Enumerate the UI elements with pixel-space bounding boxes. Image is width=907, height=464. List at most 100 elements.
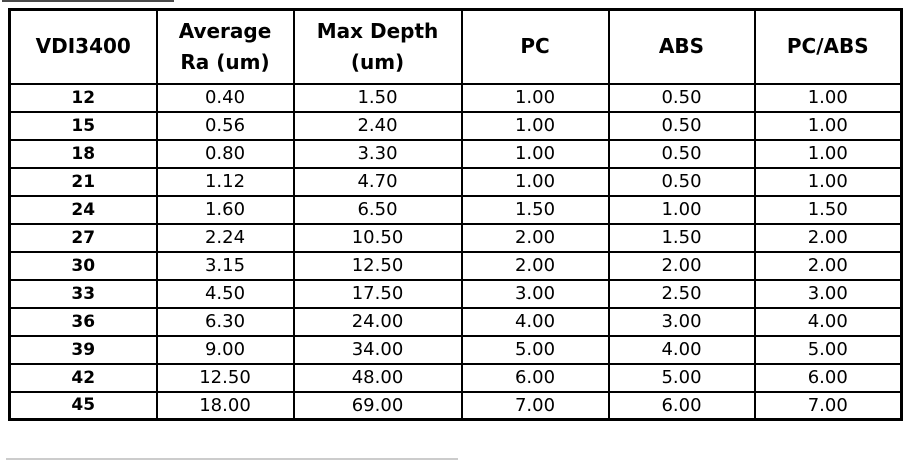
row-header-cell: 24	[8, 194, 158, 225]
header-cell-max-depth: Max Depth (um)	[292, 8, 463, 85]
table-cell: 2.00	[607, 250, 756, 281]
table-cell: 24.00	[292, 306, 463, 337]
table-cell: 3.30	[292, 138, 463, 169]
table-cell: 3.00	[460, 278, 610, 309]
table-cell: 4.00	[607, 334, 756, 365]
table-cell: 1.00	[460, 166, 610, 197]
table-cell: 4.70	[292, 166, 463, 197]
table-cell: 0.50	[607, 82, 756, 113]
table-header: VDI3400 Average Ra (um) Max Depth (um) P…	[8, 8, 903, 85]
table-cell: 1.00	[460, 138, 610, 169]
header-cell-average-ra: Average Ra (um)	[155, 8, 295, 85]
header-cell-abs: ABS	[607, 8, 756, 85]
table-cell: 7.00	[753, 390, 903, 421]
table-cell: 4.50	[155, 278, 295, 309]
table-cell: 2.00	[460, 250, 610, 281]
table-cell: 1.00	[607, 194, 756, 225]
table-cell: 1.50	[460, 194, 610, 225]
crop-artifact-line-bottom	[6, 458, 458, 460]
row-header-cell: 21	[8, 166, 158, 197]
table-cell: 1.50	[753, 194, 903, 225]
header-line: Ra (um)	[180, 49, 270, 74]
row-header-cell: 18	[8, 138, 158, 169]
table-cell: 18.00	[155, 390, 295, 421]
table-cell: 1.00	[753, 166, 903, 197]
table-cell: 0.50	[607, 166, 756, 197]
table-cell: 1.00	[460, 82, 610, 113]
table-cell: 6.50	[292, 194, 463, 225]
table-row: 42 12.50 48.00 6.00 5.00 6.00	[8, 362, 903, 393]
header-cell-pc: PC	[460, 8, 610, 85]
table-row: 33 4.50 17.50 3.00 2.50 3.00	[8, 278, 903, 309]
row-header-cell: 45	[8, 390, 158, 421]
table-cell: 3.15	[155, 250, 295, 281]
table-cell: 7.00	[460, 390, 610, 421]
table-cell: 0.80	[155, 138, 295, 169]
table-row: 15 0.56 2.40 1.00 0.50 1.00	[8, 110, 903, 141]
table-row: 21 1.12 4.70 1.00 0.50 1.00	[8, 166, 903, 197]
header-row: VDI3400 Average Ra (um) Max Depth (um) P…	[8, 8, 903, 85]
row-header-cell: 27	[8, 222, 158, 253]
row-header-cell: 15	[8, 110, 158, 141]
table-cell: 69.00	[292, 390, 463, 421]
crop-artifact-line-top	[2, 0, 174, 2]
table-cell: 1.00	[753, 138, 903, 169]
table-cell: 6.00	[460, 362, 610, 393]
table-cell: 10.50	[292, 222, 463, 253]
table-cell: 6.30	[155, 306, 295, 337]
table-cell: 0.56	[155, 110, 295, 141]
table-cell: 4.00	[460, 306, 610, 337]
table-cell: 0.50	[607, 138, 756, 169]
row-header-cell: 39	[8, 334, 158, 365]
table-row: 18 0.80 3.30 1.00 0.50 1.00	[8, 138, 903, 169]
header-cell-vdi3400: VDI3400	[8, 8, 158, 85]
table-cell: 48.00	[292, 362, 463, 393]
header-line: Average	[178, 18, 272, 43]
table-cell: 2.00	[753, 250, 903, 281]
row-header-cell: 30	[8, 250, 158, 281]
table-cell: 2.24	[155, 222, 295, 253]
table-cell: 0.40	[155, 82, 295, 113]
table-cell: 12.50	[292, 250, 463, 281]
row-header-cell: 42	[8, 362, 158, 393]
table-cell: 2.40	[292, 110, 463, 141]
table-cell: 6.00	[607, 390, 756, 421]
table-row: 30 3.15 12.50 2.00 2.00 2.00	[8, 250, 903, 281]
table-cell: 12.50	[155, 362, 295, 393]
table-cell: 1.50	[607, 222, 756, 253]
row-header-cell: 33	[8, 278, 158, 309]
table-cell: 17.50	[292, 278, 463, 309]
table-cell: 1.00	[753, 82, 903, 113]
table-cell: 1.50	[292, 82, 463, 113]
table-cell: 2.00	[753, 222, 903, 253]
row-header-cell: 12	[8, 82, 158, 113]
table-row: 39 9.00 34.00 5.00 4.00 5.00	[8, 334, 903, 365]
table-row: 36 6.30 24.00 4.00 3.00 4.00	[8, 306, 903, 337]
table-cell: 3.00	[607, 306, 756, 337]
table-cell: 3.00	[753, 278, 903, 309]
table-cell: 1.12	[155, 166, 295, 197]
table-row: 12 0.40 1.50 1.00 0.50 1.00	[8, 82, 903, 113]
header-line: Max Depth	[316, 18, 439, 43]
header-cell-pc-abs: PC/ABS	[753, 8, 903, 85]
table-body: 12 0.40 1.50 1.00 0.50 1.00 15 0.56 2.40 1.00 0.50…	[8, 82, 903, 421]
table-cell: 34.00	[292, 334, 463, 365]
table-cell: 1.60	[155, 194, 295, 225]
table-row: 45 18.00 69.00 7.00 6.00 7.00	[8, 390, 903, 421]
table-cell: 1.00	[753, 110, 903, 141]
table-cell: 4.00	[753, 306, 903, 337]
vdi3400-surface-roughness-table: VDI3400 Average Ra (um) Max Depth (um) P…	[8, 8, 903, 421]
table-cell: 5.00	[753, 334, 903, 365]
table-cell: 2.50	[607, 278, 756, 309]
table-cell: 0.50	[607, 110, 756, 141]
table-cell: 1.00	[460, 110, 610, 141]
table-cell: 5.00	[460, 334, 610, 365]
table-cell: 9.00	[155, 334, 295, 365]
table-row: 24 1.60 6.50 1.50 1.00 1.50	[8, 194, 903, 225]
row-header-cell: 36	[8, 306, 158, 337]
table-cell: 5.00	[607, 362, 756, 393]
table-cell: 2.00	[460, 222, 610, 253]
table-cell: 6.00	[753, 362, 903, 393]
table-row: 27 2.24 10.50 2.00 1.50 2.00	[8, 222, 903, 253]
header-line: (um)	[350, 49, 405, 74]
